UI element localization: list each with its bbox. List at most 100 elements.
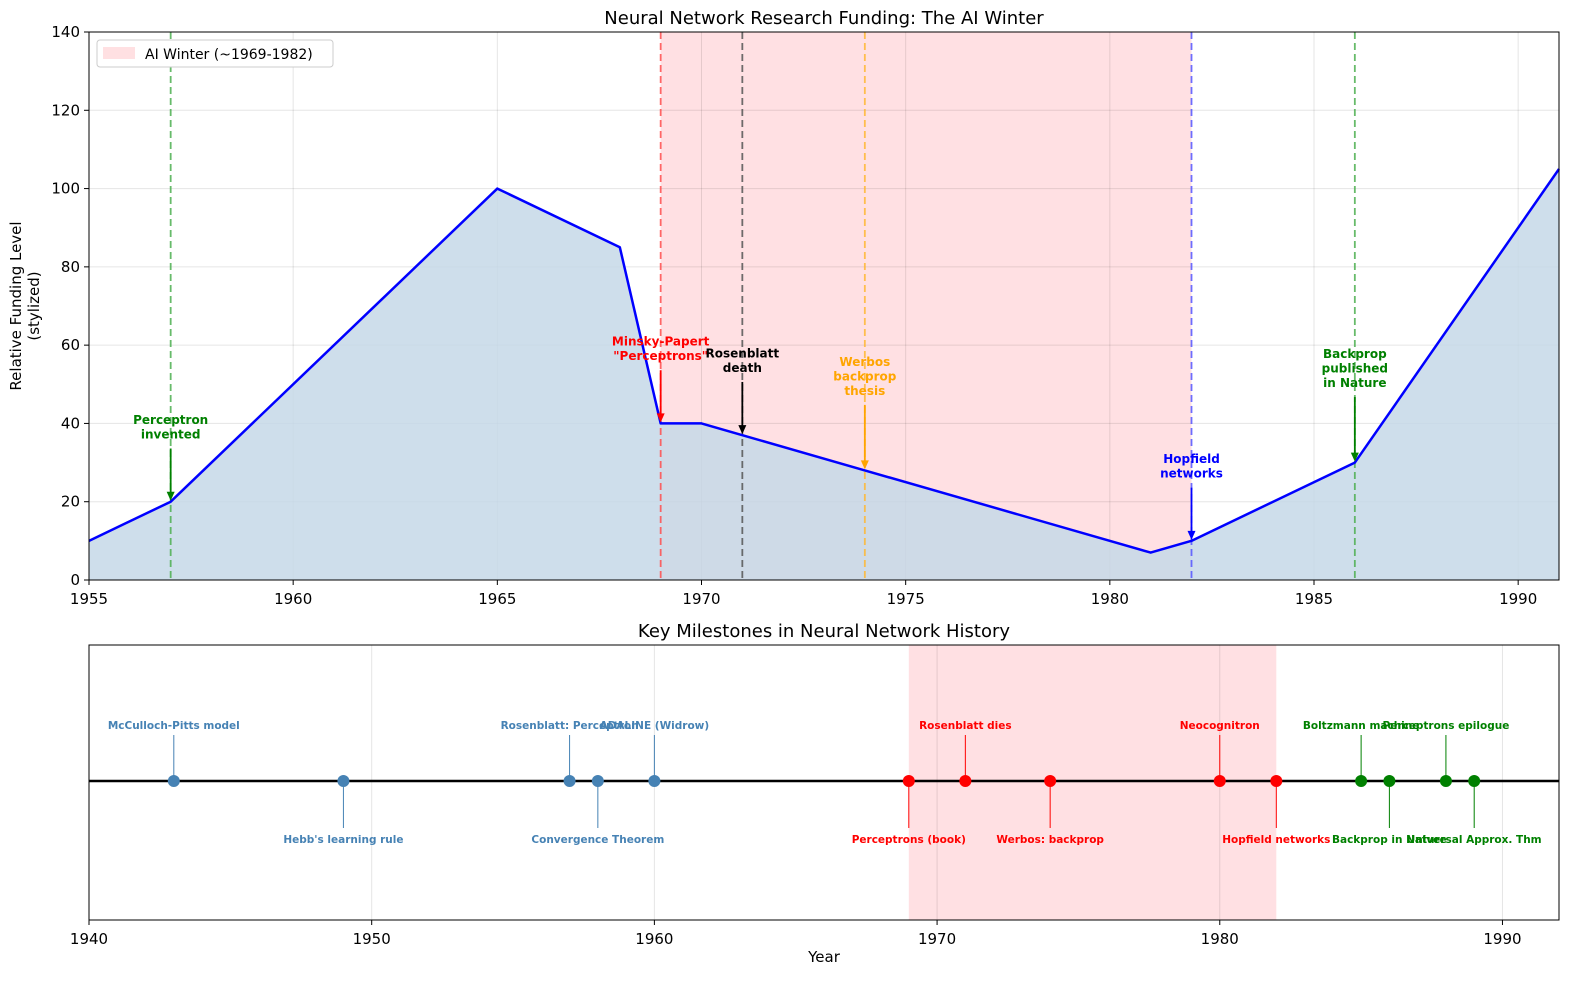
milestone-dot bbox=[167, 775, 180, 787]
milestone-convergence-theorem: Convergence Theorem bbox=[531, 775, 664, 846]
legend-label-ai-winter: AI Winter (~1969-1982) bbox=[145, 47, 313, 63]
y-tick-label: 120 bbox=[51, 101, 80, 119]
annotation-text: Hopfield networks bbox=[1160, 452, 1223, 481]
milestone-dot bbox=[1213, 775, 1226, 787]
legend-swatch-ai-winter bbox=[103, 47, 135, 59]
milestone-hebb-s-learning-rule: Hebb's learning rule bbox=[283, 775, 403, 846]
x-tick-label: 1970 bbox=[918, 930, 956, 948]
annotation-arrow-head bbox=[166, 491, 175, 501]
x-tick-label: 1955 bbox=[70, 590, 108, 608]
x-tick-label: 1990 bbox=[1483, 930, 1521, 948]
milestone-backprop-in-nature: Backprop in Nature bbox=[1332, 775, 1447, 846]
milestone-mcculloch-pitts-model: McCulloch-Pitts model bbox=[108, 720, 240, 787]
milestone-dot bbox=[648, 775, 661, 787]
milestone-label: Rosenblatt dies bbox=[919, 720, 1012, 732]
milestone-label: Hopfield networks bbox=[1222, 834, 1330, 846]
milestone-universal-approx-thm: Universal Approx. Thm bbox=[1407, 775, 1542, 846]
funding-area bbox=[89, 169, 1559, 580]
funding-chart-title: Neural Network Research Funding: The AI … bbox=[604, 8, 1044, 29]
y-tick-label: 100 bbox=[51, 180, 80, 198]
milestone-label: Perceptrons (book) bbox=[852, 834, 966, 846]
milestone-label: Backprop in Nature bbox=[1332, 834, 1447, 846]
milestone-label: Hebb's learning rule bbox=[283, 834, 403, 846]
milestone-perceptrons-book: Perceptrons (book) bbox=[852, 775, 966, 846]
milestone-dot bbox=[1383, 775, 1396, 787]
milestone-label: Werbos: backprop bbox=[996, 834, 1104, 846]
milestone-dot bbox=[337, 775, 350, 787]
annotation-arrow-head bbox=[860, 460, 869, 470]
annotation-perceptron: Perceptron invented bbox=[133, 413, 208, 501]
annotation-text: Perceptron invented bbox=[133, 413, 208, 442]
y-tick-label: 140 bbox=[51, 23, 80, 41]
funding-chart: Perceptron invented Minsky-Papert "Perceptr… bbox=[7, 8, 1561, 608]
milestone-dot bbox=[1270, 775, 1283, 787]
milestone-label: Universal Approx. Thm bbox=[1407, 834, 1542, 846]
y-tick-label: 80 bbox=[61, 258, 80, 276]
milestone-label: Rosenblatt: Perceptron bbox=[501, 720, 639, 732]
milestone-label: Convergence Theorem bbox=[531, 834, 664, 846]
y-tick-label: 0 bbox=[70, 571, 80, 589]
x-tick-label: 1940 bbox=[70, 930, 108, 948]
x-tick-label: 1965 bbox=[478, 590, 516, 608]
milestones-axis-ticks: 1940 1950 1960 1970 1980 1990 bbox=[70, 920, 1522, 948]
annotation-backprop: Backprop published in Nature bbox=[1322, 347, 1388, 462]
event-annotations: Perceptron invented Minsky-Papert "Perceptr… bbox=[133, 335, 1388, 540]
milestone-dot bbox=[1439, 775, 1452, 787]
legend-box bbox=[96, 39, 334, 68]
milestone-dot bbox=[902, 775, 915, 787]
annotation-rosenblatt: Rosenblatt death bbox=[706, 346, 780, 435]
annotation-arrow-head bbox=[1187, 530, 1196, 540]
milestone-dot bbox=[563, 775, 576, 787]
y-tick-label: 20 bbox=[61, 493, 80, 511]
y-tick-label: 60 bbox=[61, 336, 80, 354]
funding-y-axis-label: Relative Funding Level(stylized) bbox=[7, 221, 43, 390]
milestone-dot bbox=[1044, 775, 1057, 787]
milestone-label: Boltzmann machine bbox=[1303, 720, 1420, 732]
funding-line bbox=[88, 168, 1561, 554]
x-tick-label: 1960 bbox=[274, 590, 312, 608]
x-tick-label: 1950 bbox=[353, 930, 391, 948]
milestone-rosenblatt-dies: Rosenblatt dies bbox=[919, 720, 1012, 787]
x-tick-label: 1970 bbox=[682, 590, 720, 608]
milestone-perceptrons-epilogue: Perceptrons epilogue bbox=[1383, 720, 1509, 787]
milestones-plot-frame bbox=[88, 644, 1560, 921]
milestone-rosenblatt-perceptron: Rosenblatt: Perceptron bbox=[501, 720, 639, 787]
milestone-label: ADALINE (Widrow) bbox=[600, 720, 710, 732]
milestone-dot bbox=[959, 775, 972, 787]
milestone-dot bbox=[591, 775, 604, 787]
x-tick-label: 1990 bbox=[1499, 590, 1537, 608]
x-tick-label: 1980 bbox=[1091, 590, 1129, 608]
annotation-text: Werbos backprop thesis bbox=[833, 355, 897, 398]
funding-area-fill bbox=[89, 169, 1559, 580]
annotation-arrow-head bbox=[656, 413, 665, 423]
milestones-chart-title: Key Milestones in Neural Network History bbox=[638, 621, 1010, 642]
funding-plot-frame bbox=[88, 31, 1560, 581]
milestone-dot bbox=[1355, 775, 1368, 787]
annotation-minsky-papert: Minsky-Papert "Perceptrons" bbox=[612, 335, 710, 423]
x-tick-label: 1980 bbox=[1201, 930, 1239, 948]
milestone-label: Neocognitron bbox=[1180, 720, 1260, 732]
annotation-text: Rosenblatt death bbox=[706, 346, 780, 375]
x-tick-label: 1985 bbox=[1295, 590, 1333, 608]
annotation-arrow-head bbox=[1350, 452, 1359, 462]
y-tick-label: 40 bbox=[61, 414, 80, 432]
annotation-text: Minsky-Papert "Perceptrons" bbox=[612, 335, 710, 364]
milestone-markers: McCulloch-Pitts model Hebb's learning rul… bbox=[108, 720, 1542, 846]
milestones-grid bbox=[88, 645, 1503, 920]
milestone-adaline-widrow: ADALINE (Widrow) bbox=[600, 720, 710, 787]
milestone-werbos-backprop: Werbos: backprop bbox=[996, 775, 1104, 846]
milestone-label: McCulloch-Pitts model bbox=[108, 720, 240, 732]
milestone-dot bbox=[1468, 775, 1481, 787]
annotation-arrow-head bbox=[738, 425, 747, 435]
annotation-text: Backprop published in Nature bbox=[1322, 347, 1388, 390]
milestones-chart: McCulloch-Pitts model Hebb's learning rul… bbox=[70, 621, 1560, 966]
funding-legend: AI Winter (~1969-1982) bbox=[96, 39, 334, 68]
milestones-x-axis-label: Year bbox=[807, 948, 841, 966]
milestone-boltzmann-machine: Boltzmann machine bbox=[1303, 720, 1420, 787]
x-tick-label: 1960 bbox=[635, 930, 673, 948]
milestone-hopfield-networks: Hopfield networks bbox=[1222, 775, 1330, 846]
x-tick-label: 1975 bbox=[887, 590, 925, 608]
funding-series-line bbox=[88, 168, 1561, 554]
funding-axis-ticks: 1955 1960 1965 1970 1975 1980 1985 1990 0 20 40 60 8… bbox=[51, 23, 1537, 608]
